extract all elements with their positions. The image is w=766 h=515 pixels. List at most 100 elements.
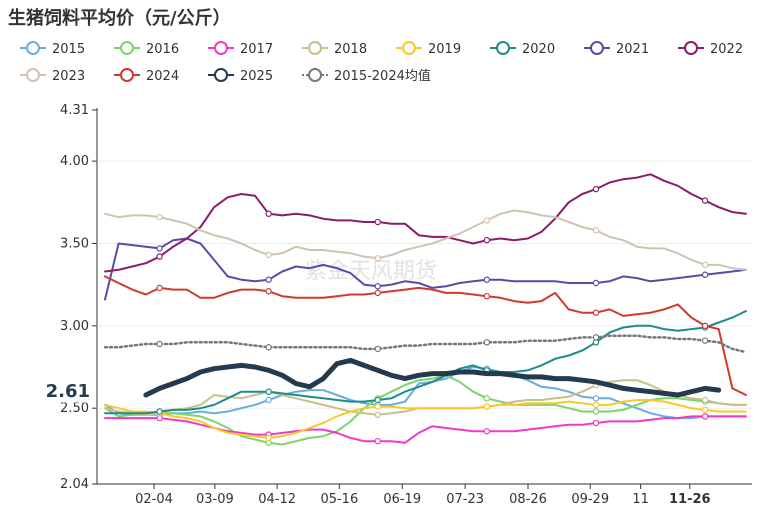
legend-item-6[interactable]: 2021: [584, 41, 649, 57]
x-tick-label: 02-04: [135, 492, 173, 507]
y-tick-label: 4.00: [60, 154, 89, 169]
data-point: [483, 292, 491, 300]
axes: 4.31 4.00 3.50 3.00 2.50 2.04 02-04 03-09 04-12 0…: [60, 103, 752, 507]
series-layer: [103, 173, 748, 447]
x-tick-label: 09-29: [571, 492, 609, 507]
data-point: [701, 406, 709, 414]
data-point: [374, 345, 381, 353]
series-line-2020: [104, 310, 747, 415]
legend-label: 2024: [146, 69, 179, 84]
legend-item-3[interactable]: 2018: [302, 41, 367, 57]
data-point: [374, 289, 381, 297]
legend-label: 2015-2024均值: [334, 68, 431, 84]
legend-swatch-marker: [120, 41, 134, 55]
data-point: [265, 396, 272, 404]
chart-title: 生猪饲料平均价（元/公斤）: [8, 8, 231, 29]
legend-item-4[interactable]: 2019: [396, 41, 461, 57]
legend-swatch-marker: [214, 41, 228, 55]
legend-item-7[interactable]: 2022: [678, 41, 743, 57]
series-line-2023: [104, 209, 747, 271]
legend-label: 2023: [52, 69, 85, 84]
y-tick-label: 2.50: [60, 401, 89, 416]
legend-swatch-marker: [590, 41, 604, 55]
data-point: [592, 401, 600, 409]
legend-item-0[interactable]: 2015: [20, 41, 85, 57]
y-tick-label: 4.31: [60, 103, 89, 118]
legend-swatch-marker: [308, 41, 322, 55]
legend-label: 2015: [52, 42, 85, 57]
y-tick-label: 2.04: [60, 477, 89, 492]
legend-swatch-marker: [402, 41, 416, 55]
data-point: [265, 288, 272, 295]
data-point: [701, 271, 709, 278]
data-point: [156, 213, 163, 221]
data-point: [592, 395, 600, 402]
data-point: [374, 218, 381, 226]
data-point: [265, 276, 272, 283]
data-point: [374, 437, 381, 445]
data-point: [701, 322, 709, 330]
series-line-2025: [143, 357, 722, 398]
data-point: [592, 309, 600, 316]
legend-swatch-marker: [26, 68, 40, 82]
series-line-2024: [104, 275, 747, 396]
data-point: [374, 411, 381, 419]
x-tick-label: 05-16: [320, 492, 358, 507]
x-tick-label: 08-26: [509, 492, 547, 507]
data-point: [592, 334, 600, 341]
data-point: [592, 185, 600, 193]
data-point: [265, 251, 272, 259]
legend-swatch-marker: [308, 68, 322, 82]
data-point: [265, 388, 272, 395]
data-point: [483, 276, 491, 283]
data-point: [483, 217, 491, 224]
data-point: [374, 255, 381, 262]
data-point: [156, 340, 163, 348]
data-point: [374, 396, 381, 404]
legend-label: 2020: [522, 42, 555, 57]
y-tick-label: 3.50: [60, 236, 89, 251]
legend-swatch-marker: [26, 41, 40, 55]
data-point: [592, 419, 600, 427]
overlay: 2.61: [37, 377, 95, 403]
series-line-2019: [104, 399, 747, 439]
series-line-2015-2024均值: [103, 334, 748, 354]
data-point: [374, 403, 381, 410]
legend-item-8[interactable]: 2023: [20, 68, 85, 84]
legend-item-1[interactable]: 2016: [114, 41, 179, 57]
x-tick-label: 03-09: [196, 492, 234, 507]
data-point: [156, 253, 163, 260]
data-point: [156, 245, 163, 252]
series-line-2021: [104, 237, 747, 301]
current-value-label: 2.61: [46, 381, 90, 402]
legend-label: 2017: [240, 42, 273, 57]
data-point: [701, 413, 709, 420]
legend-swatch-marker: [684, 41, 698, 55]
series-line-2016: [104, 374, 747, 446]
legend-item-2[interactable]: 2017: [208, 41, 273, 57]
x-tick-label: 11-26: [669, 492, 711, 507]
x-tick-label: 04-12: [258, 492, 296, 507]
data-point: [265, 434, 272, 442]
legend-label: 2025: [240, 69, 273, 84]
series-line-2017: [104, 415, 747, 444]
legend-item-10[interactable]: 2025: [208, 68, 273, 84]
legend-swatch-marker: [120, 68, 134, 82]
legend-item-11[interactable]: 2015-2024均值: [302, 68, 431, 84]
legend-label: 2021: [616, 42, 649, 57]
data-point: [483, 403, 491, 410]
data-point: [483, 339, 491, 346]
series-line-2022: [104, 173, 747, 273]
watermark: 紫金天风期货: [305, 259, 437, 284]
data-point: [701, 337, 709, 344]
legend: 2015 2016 2017 2018 2019 2020 2021 2022 2023 2024…: [20, 41, 743, 84]
series-line-2015: [104, 366, 747, 420]
data-point: [701, 261, 709, 269]
legend-swatch-marker: [496, 41, 510, 55]
legend-item-5[interactable]: 2020: [490, 41, 555, 57]
legend-item-9[interactable]: 2024: [114, 68, 179, 84]
legend-label: 2018: [334, 42, 367, 57]
data-point: [592, 227, 600, 234]
data-point: [592, 408, 600, 415]
